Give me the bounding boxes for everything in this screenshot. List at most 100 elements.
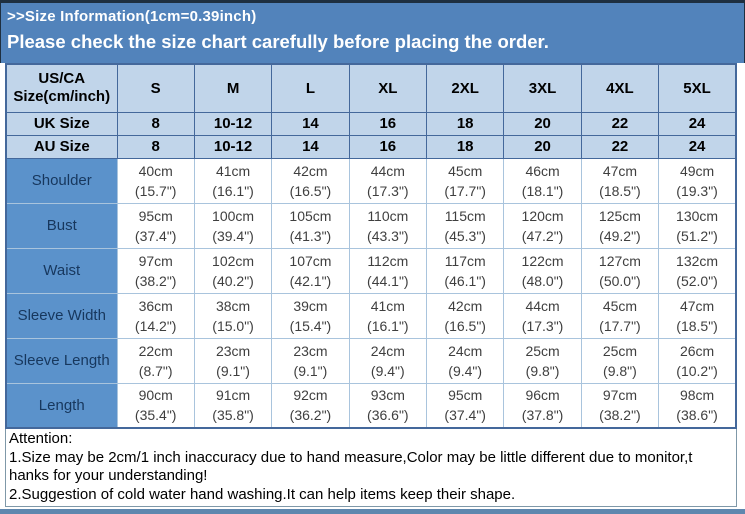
- measurement-value-cell: 96cm (37.8"): [503, 382, 582, 429]
- cm-value: 132cm: [676, 252, 719, 269]
- measurement-value-cell: 44cm (17.3"): [503, 292, 582, 339]
- measurement-value-cell: 112cm (44.1"): [348, 247, 428, 294]
- measurement-value-cell: 95cm (37.4"): [425, 382, 505, 429]
- cm-value: 42cm: [448, 297, 483, 314]
- region-size-cell: 24: [658, 111, 737, 136]
- measurement-value-cell: 115cm (45.3"): [425, 202, 505, 249]
- cm-value: 25cm: [525, 342, 560, 359]
- inch-value: (43.3"): [367, 227, 409, 244]
- measurement-value-cell: 92cm (36.2"): [271, 382, 350, 429]
- inch-value: (41.3"): [289, 227, 332, 244]
- header-size-cell: XL: [348, 63, 428, 113]
- header-label-cell: US/CA Size(cm/inch): [5, 63, 118, 113]
- inch-value: (35.4"): [134, 407, 177, 424]
- measurement-row: Shoulder 40cm (15.7") 41cm (16.1") 42cm (16.5"…: [5, 157, 737, 204]
- region-label-cell: AU Size: [5, 134, 118, 159]
- region-size-cell: 8: [116, 111, 195, 136]
- inch-value: (49.2"): [599, 227, 641, 244]
- cm-value: 49cm: [679, 162, 715, 179]
- inch-value: (35.8"): [212, 407, 254, 424]
- measurement-value-cell: 132cm (52.0"): [658, 247, 737, 294]
- region-size-cell: 14: [271, 134, 350, 159]
- measurement-value-cell: 100cm (39.4"): [193, 202, 273, 249]
- measurement-value-cell: 110cm (43.3"): [348, 202, 428, 249]
- measurement-label-cell: Length: [5, 382, 118, 429]
- inch-value: (9.1"): [293, 362, 328, 379]
- cm-value: 93cm: [370, 387, 405, 404]
- cm-value: 39cm: [293, 297, 328, 314]
- inch-value: (15.0"): [212, 317, 254, 334]
- cm-value: 41cm: [370, 297, 405, 314]
- inch-value: (40.2"): [212, 272, 254, 289]
- inch-value: (37.4"): [444, 407, 486, 424]
- measurement-value-cell: 90cm (35.4"): [116, 382, 195, 429]
- inch-value: (16.1"): [212, 182, 254, 199]
- cm-value: 130cm: [676, 207, 719, 224]
- measurement-value-cell: 107cm (42.1"): [271, 247, 350, 294]
- inch-value: (18.5"): [676, 317, 718, 334]
- cm-value: 24cm: [448, 342, 483, 359]
- inch-value: (18.5"): [599, 182, 641, 199]
- inch-value: (19.3"): [676, 182, 718, 199]
- inch-value: (17.7"): [444, 182, 486, 199]
- inch-value: (9.4"): [448, 362, 483, 379]
- region-size-cell: 10-12: [193, 134, 273, 159]
- measurement-value-cell: 41cm (16.1"): [348, 292, 428, 339]
- cm-value: 23cm: [215, 342, 251, 359]
- measurement-value-cell: 25cm (9.8"): [503, 337, 582, 384]
- measurement-value-cell: 122cm (48.0"): [503, 247, 582, 294]
- bottom-strip: [0, 509, 745, 514]
- table-header-row: US/CA Size(cm/inch) S M L XL 2XL 3XL 4XL 5XL: [5, 63, 737, 113]
- measurement-label-cell: Shoulder: [5, 157, 118, 204]
- inch-value: (17.3"): [521, 317, 564, 334]
- attention-line: Attention:: [9, 430, 73, 447]
- inch-value: (42.1"): [289, 272, 332, 289]
- header-size-cell: S: [116, 63, 195, 113]
- cm-value: 42cm: [293, 162, 328, 179]
- cm-value: 47cm: [602, 162, 638, 179]
- inch-value: (37.4"): [134, 227, 177, 244]
- measurement-value-cell: 130cm (51.2"): [658, 202, 737, 249]
- inch-value: (48.0"): [521, 272, 564, 289]
- banner-title: >>Size Information(1cm=0.39inch): [7, 8, 257, 25]
- measurement-row: Sleeve Length 22cm (8.7") 23cm (9.1") 23cm (9.…: [5, 337, 737, 384]
- region-size-cell: 8: [116, 134, 195, 159]
- cm-value: 46cm: [525, 162, 560, 179]
- region-size-cell: 14: [271, 111, 350, 136]
- cm-value: 91cm: [215, 387, 251, 404]
- cm-value: 100cm: [212, 207, 255, 224]
- measurement-value-cell: 26cm (10.2"): [658, 337, 737, 384]
- region-size-row: UK Size 8 10-12 14 16 18 20 22 24: [5, 111, 737, 136]
- cm-value: 122cm: [521, 252, 564, 269]
- measurement-value-cell: 49cm (19.3"): [658, 157, 737, 204]
- cm-value: 40cm: [138, 162, 173, 179]
- measurement-value-cell: 47cm (18.5"): [658, 292, 737, 339]
- header-size-cell: 2XL: [425, 63, 505, 113]
- cm-value: 44cm: [525, 297, 560, 314]
- attention-line: hanks for your understanding!: [9, 467, 208, 484]
- measurement-value-cell: 25cm (9.8"): [580, 337, 660, 384]
- cm-value: 25cm: [602, 342, 638, 359]
- inch-value: (50.0"): [599, 272, 641, 289]
- measurement-value-cell: 38cm (15.0"): [193, 292, 273, 339]
- cm-value: 107cm: [289, 252, 332, 269]
- region-size-cell: 20: [503, 111, 582, 136]
- inch-value: (38.2"): [134, 272, 177, 289]
- measurement-value-cell: 39cm (15.4"): [271, 292, 350, 339]
- banner: >>Size Information(1cm=0.39inch) Please …: [0, 0, 745, 63]
- size-table: US/CA Size(cm/inch) S M L XL 2XL 3XL 4XL 5XL UK …: [5, 63, 737, 429]
- cm-value: 41cm: [215, 162, 251, 179]
- cm-value: 120cm: [521, 207, 564, 224]
- inch-value: (14.2"): [134, 317, 177, 334]
- measurement-value-cell: 46cm (18.1"): [503, 157, 582, 204]
- cm-value: 36cm: [138, 297, 173, 314]
- inch-value: (9.8"): [525, 362, 560, 379]
- header-size-cell: M: [193, 63, 273, 113]
- measurement-value-cell: 40cm (15.7"): [116, 157, 195, 204]
- inch-value: (15.7"): [134, 182, 177, 199]
- cm-value: 92cm: [293, 387, 328, 404]
- measurement-row: Bust 95cm (37.4") 100cm (39.4") 105cm (41.3") 1…: [5, 202, 737, 249]
- measurement-value-cell: 44cm (17.3"): [348, 157, 428, 204]
- measurement-row: Waist 97cm (38.2") 102cm (40.2") 107cm (42.1")…: [5, 247, 737, 294]
